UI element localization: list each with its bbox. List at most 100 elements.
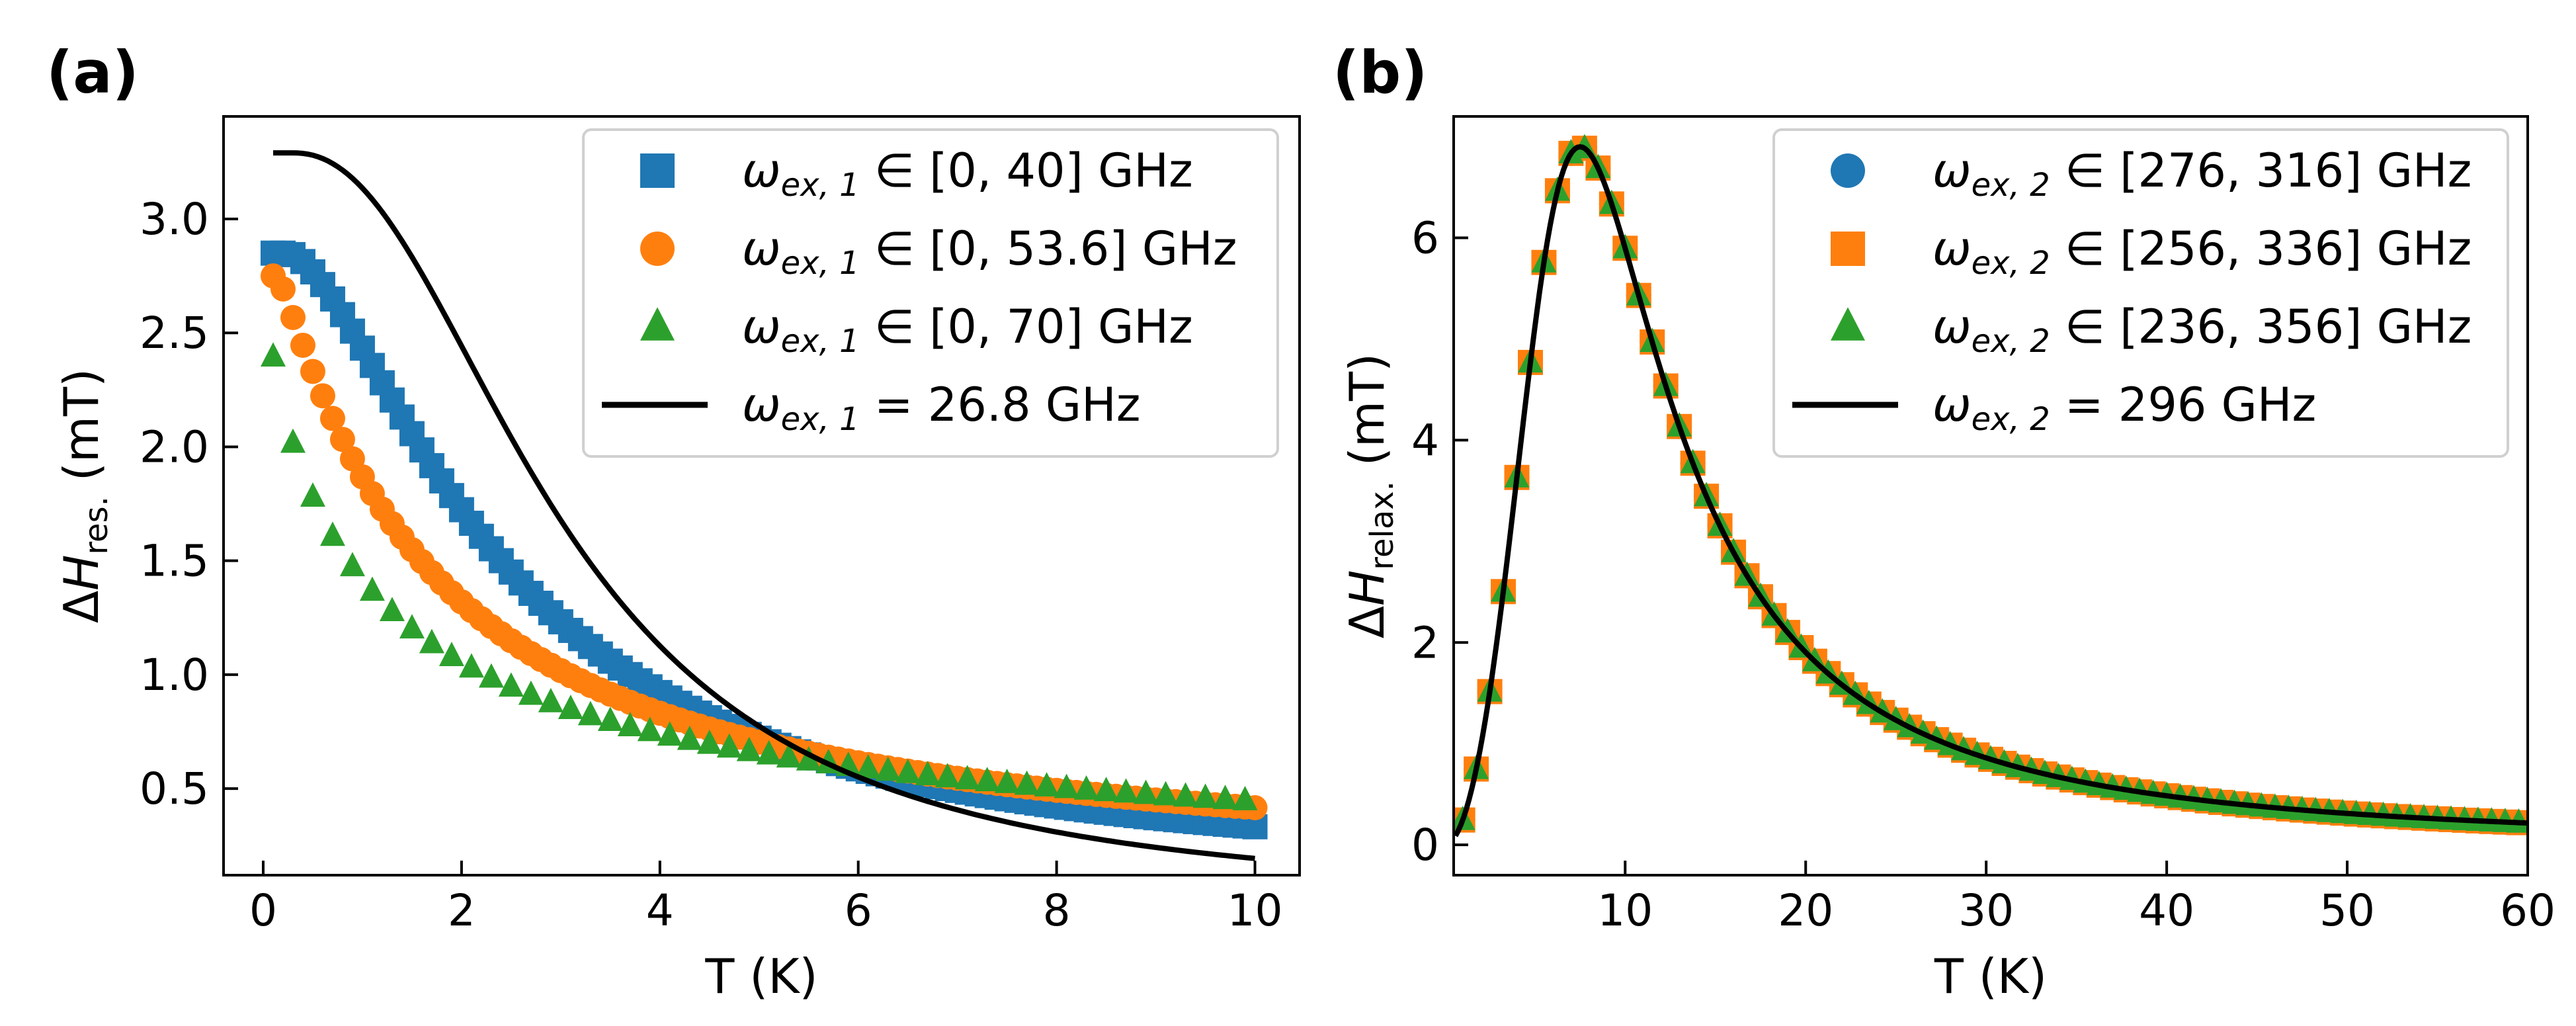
data-point: [895, 758, 921, 783]
legend-label: ωex, 1 = 26.8 GHz: [742, 378, 1141, 438]
data-point: [538, 687, 563, 712]
x-tick-label: 10: [1227, 885, 1283, 936]
data-point: [1014, 770, 1040, 795]
y-axis-label: ΔHrelax. (mT): [1339, 353, 1401, 638]
data-point: [280, 428, 306, 453]
y-axis-label: ΔHres. (mT): [54, 368, 115, 623]
series-2-triangle: [260, 342, 1258, 810]
series-3-line: [1454, 144, 2528, 837]
data-point: [319, 521, 345, 546]
legend-entry: ωex, 1 ∈ [0, 70] GHz: [640, 300, 1193, 360]
x-axis-label: T (K): [704, 949, 817, 1004]
data-point: [1173, 782, 1198, 807]
legend-marker: [640, 232, 675, 266]
data-point: [379, 597, 405, 622]
data-point: [339, 552, 365, 577]
x-tick-label: 6: [845, 885, 872, 936]
y-tick-label: 2.5: [140, 308, 209, 359]
data-point: [1192, 783, 1218, 808]
legend-marker: [640, 307, 675, 341]
data-point: [329, 427, 355, 452]
data-point: [756, 740, 782, 765]
data-point: [855, 753, 881, 779]
x-tick-label: 30: [1958, 885, 2014, 936]
x-tick-label: 4: [646, 885, 674, 936]
x-axis-label: T (K): [1934, 949, 2047, 1004]
x-tick-label: 8: [1043, 885, 1071, 936]
data-point: [577, 701, 603, 726]
data-point: [1232, 786, 1258, 810]
x-tick-label: 0: [249, 885, 277, 936]
legend-label: ωex, 1 ∈ [0, 70] GHz: [742, 300, 1193, 360]
legend: ωex, 2 ∈ [276, 316] GHz ωex, 2 ∈ [256, 33…: [1772, 128, 2509, 458]
data-point: [300, 359, 325, 384]
data-point: [300, 482, 325, 507]
panel-label-b: (b): [1333, 38, 1427, 107]
axes-frame: [222, 115, 1301, 876]
y-tick-label: 2: [1411, 617, 1439, 668]
x-tick-label: 60: [2500, 885, 2555, 936]
plot-area: [1454, 134, 2528, 837]
legend-label: ωex, 1 ∈ [0, 40] GHz: [742, 144, 1193, 204]
data-point: [1133, 779, 1159, 804]
data-point: [290, 332, 315, 358]
legend-marker: [640, 153, 675, 188]
plot-area: [260, 150, 1268, 861]
axes-frame: [1452, 115, 2529, 876]
data-point: [1212, 785, 1238, 810]
y-tick-label: 1.5: [140, 536, 209, 587]
data-point: [776, 743, 802, 768]
data-point: [1093, 777, 1119, 802]
x-tick-label: 10: [1597, 885, 1653, 936]
data-point: [518, 680, 544, 705]
y-tick-label: 4: [1411, 415, 1439, 466]
legend-entry: ωex, 2 ∈ [276, 316] GHz: [1831, 144, 2472, 204]
legend-entry: ωex, 1 ∈ [0, 40] GHz: [640, 144, 1193, 204]
data-point: [1153, 781, 1179, 806]
data-point: [438, 642, 464, 666]
y-tick-label: 3.0: [140, 194, 209, 245]
data-point: [558, 695, 583, 719]
data-point: [399, 614, 425, 639]
legend: ωex, 1 ∈ [0, 40] GHz ωex, 1 ∈ [0, 53.6] G…: [582, 128, 1279, 458]
y-tick-label: 0.5: [140, 763, 209, 814]
data-point: [419, 628, 444, 654]
data-point: [270, 276, 296, 302]
data-point: [1054, 773, 1079, 798]
data-point: [1034, 772, 1059, 797]
legend-label: ωex, 2 ∈ [256, 336] GHz: [1932, 222, 2472, 282]
data-point: [498, 672, 524, 697]
legend-marker: [1831, 307, 1865, 341]
x-tick-label: 2: [448, 885, 476, 936]
panel-label-a: (a): [46, 38, 139, 107]
fit-line: [1454, 144, 2528, 837]
data-point: [875, 756, 901, 781]
series-3-line: [273, 150, 1255, 861]
data-point: [796, 746, 821, 771]
data-point: [319, 406, 345, 431]
data-point: [696, 729, 722, 754]
legend-entry: ωex, 2 ∈ [236, 356] GHz: [1831, 300, 2472, 360]
data-point: [280, 304, 306, 330]
data-point: [736, 736, 762, 761]
data-point: [974, 767, 1000, 792]
legend-entry: ωex, 2 ∈ [256, 336] GHz: [1831, 222, 2472, 282]
data-point: [1073, 775, 1099, 800]
legend-box: [582, 128, 1279, 458]
data-point: [954, 765, 980, 790]
data-point: [478, 663, 504, 688]
y-tick-label: 1.0: [140, 650, 209, 701]
data-point: [458, 653, 484, 678]
legend-label: ωex, 1 ∈ [0, 53.6] GHz: [742, 222, 1237, 282]
data-point: [915, 761, 940, 786]
data-point: [637, 716, 663, 742]
data-point: [935, 763, 960, 788]
chart-panel-a: 0 2 4 6 8 10 0.5 1.0 1.5 2.0 2.5 3.0 T (K) ΔHres. (mT…: [54, 115, 1301, 1004]
legend-entry: ωex, 1 = 26.8 GHz: [602, 378, 1141, 438]
x-tick-label: 50: [2319, 885, 2375, 936]
legend-marker: [1831, 153, 1865, 188]
legend-box: [1772, 128, 2509, 458]
y-tick-label: 6: [1411, 213, 1439, 264]
x-tick-label: 20: [1778, 885, 1833, 936]
